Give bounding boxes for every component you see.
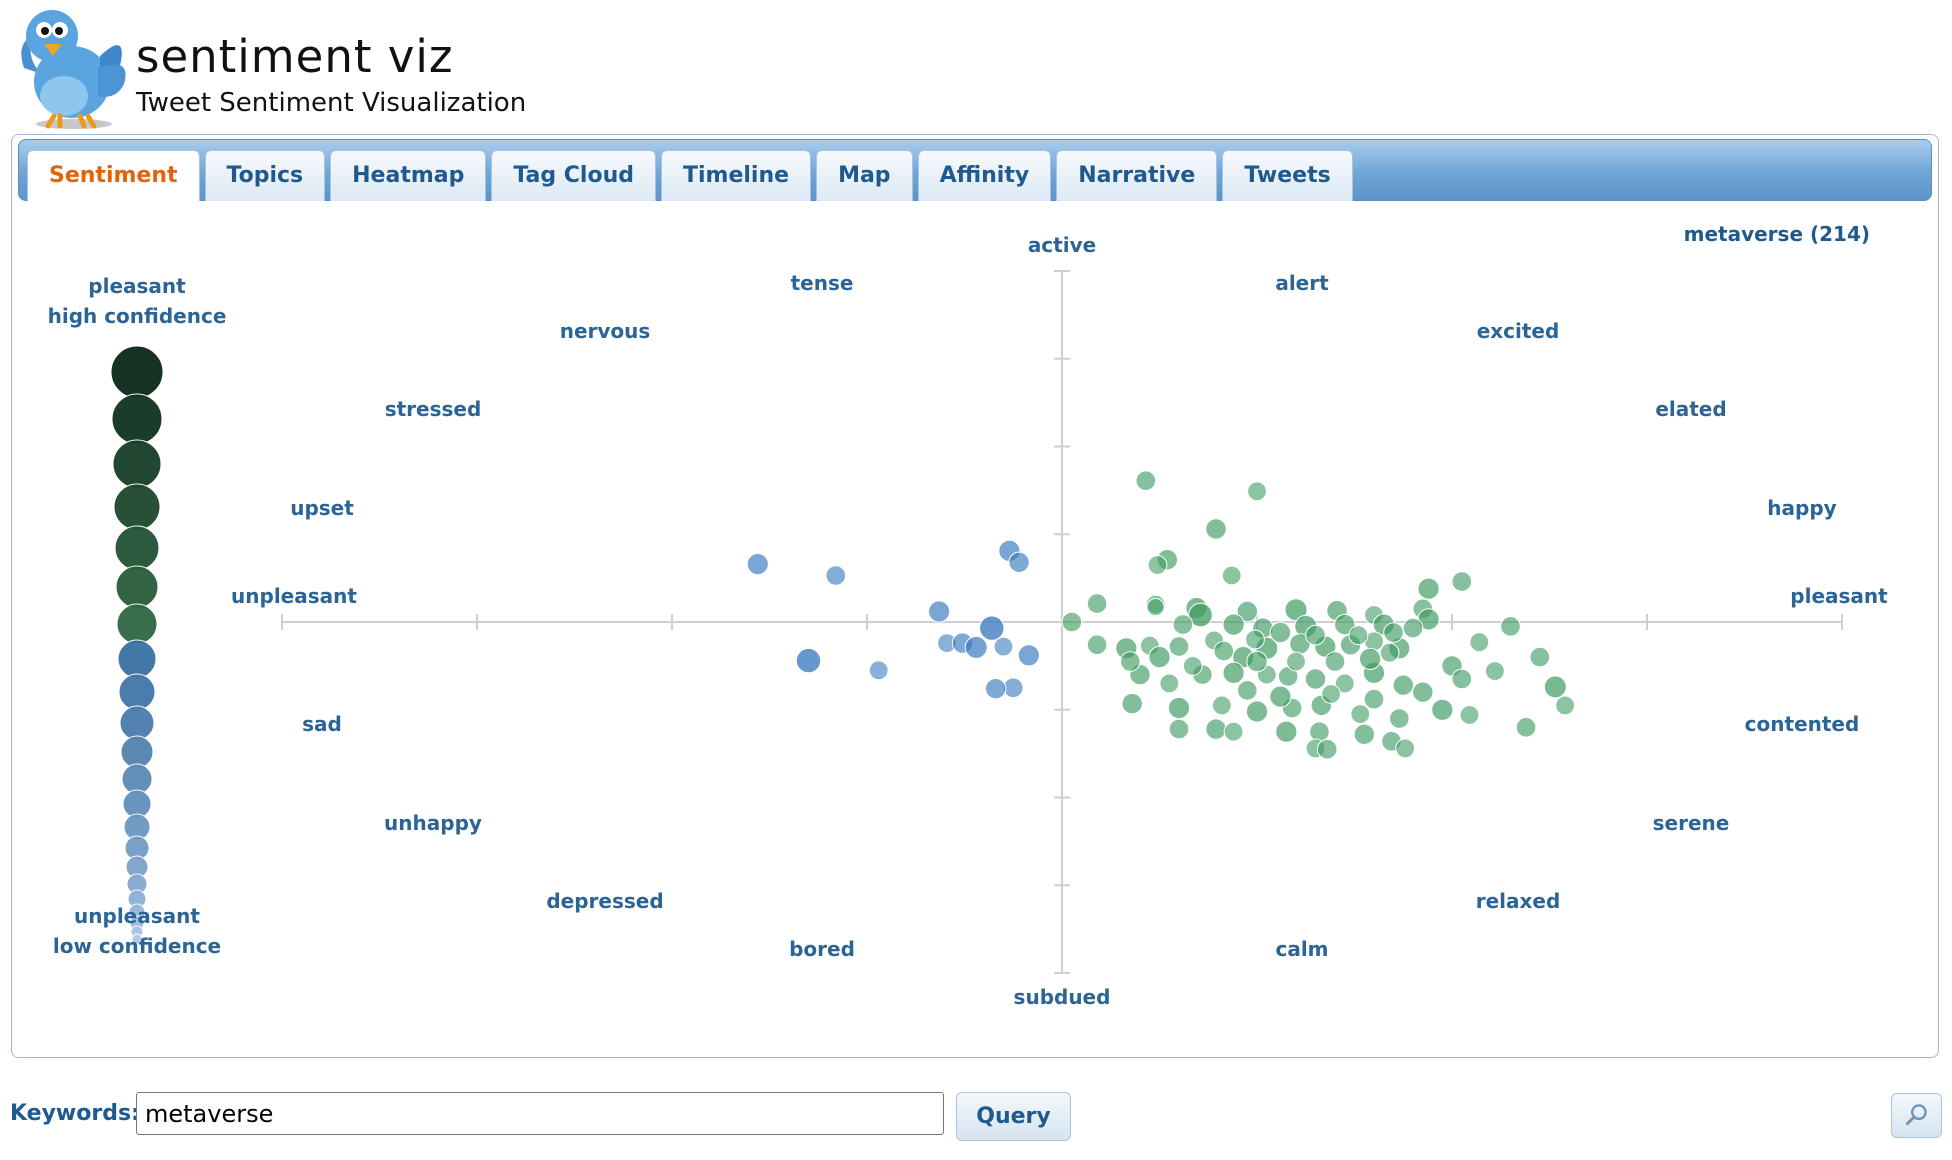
tab-sentiment[interactable]: Sentiment xyxy=(27,150,200,201)
tab-topics[interactable]: Topics xyxy=(204,150,326,201)
tab-affinity[interactable]: Affinity xyxy=(917,150,1052,201)
magnifier-icon xyxy=(1905,1104,1927,1126)
tab-bar: Sentiment Topics Heatmap Tag Cloud Timel… xyxy=(18,139,1932,201)
header: sentiment viz Tweet Sentiment Visualizat… xyxy=(0,0,1952,135)
twitter-bird-icon xyxy=(21,10,126,129)
app-subtitle: Tweet Sentiment Visualization xyxy=(136,88,527,118)
tab-tag-cloud[interactable]: Tag Cloud xyxy=(491,150,656,201)
keywords-label: Keywords: xyxy=(10,1101,140,1126)
tab-tweets[interactable]: Tweets xyxy=(1222,150,1353,201)
tab-timeline[interactable]: Timeline xyxy=(661,150,812,201)
zoom-button[interactable] xyxy=(1891,1093,1942,1138)
tab-map[interactable]: Map xyxy=(816,150,913,201)
tab-heatmap[interactable]: Heatmap xyxy=(330,150,487,201)
keywords-input[interactable] xyxy=(136,1092,944,1135)
app-title: sentiment viz xyxy=(136,30,454,83)
tab-list: Sentiment Topics Heatmap Tag Cloud Timel… xyxy=(27,150,1353,202)
main-panel: Sentiment Topics Heatmap Tag Cloud Timel… xyxy=(11,134,1939,1058)
tab-narrative[interactable]: Narrative xyxy=(1056,150,1218,201)
query-button[interactable]: Query xyxy=(956,1092,1071,1141)
